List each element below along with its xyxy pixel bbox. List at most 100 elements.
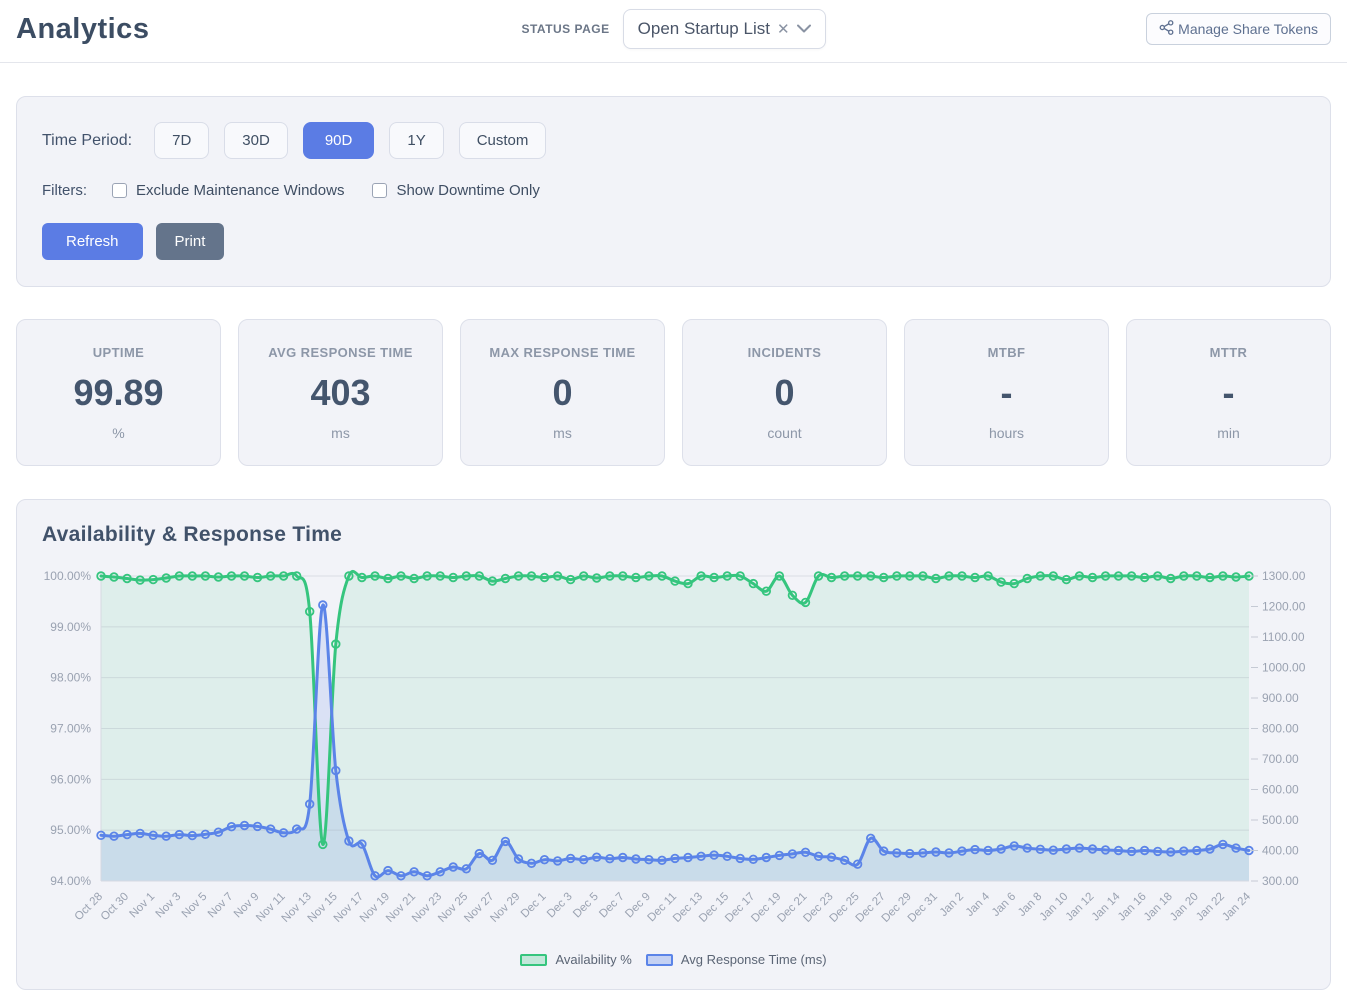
app-header: Analytics STATUS PAGE Open Startup List … — [0, 0, 1347, 63]
stat-unit: hours — [988, 425, 1025, 441]
checkbox-icon[interactable] — [372, 183, 388, 198]
legend-swatch-icon — [520, 953, 548, 966]
stat-unit: % — [112, 425, 125, 441]
svg-text:Nov 1: Nov 1 — [128, 891, 158, 921]
legend-item-1[interactable]: Avg Response Time (ms) — [645, 952, 827, 967]
svg-text:400.00: 400.00 — [1262, 844, 1299, 858]
checkbox-label: Show Downtime Only — [396, 182, 540, 199]
stat-label: MTBF — [987, 345, 1026, 360]
svg-text:Jan 10: Jan 10 — [1038, 891, 1071, 924]
status-page-selected-value: Open Startup List — [637, 19, 770, 38]
actions-row: Refresh Print — [42, 223, 1305, 260]
clear-selection-icon[interactable]: ✕ — [776, 20, 790, 38]
svg-text:Jan 4: Jan 4 — [964, 890, 993, 919]
stat-value: 0 — [552, 372, 573, 413]
stat-card-mtbf: MTBF - hours — [904, 319, 1109, 466]
stat-card-max-response-time: MAX RESPONSE TIME 0 ms — [460, 319, 665, 466]
stat-value: 403 — [310, 372, 371, 413]
filter-checkboxes: Exclude Maintenance Windows Show Downtime… — [112, 182, 568, 199]
axes — [100, 572, 1249, 882]
area-0 — [101, 571, 1249, 881]
left-axis-labels: 100.00% 99.00% 98.00% 97.00% 96.00% 95.00% 94.… — [44, 569, 92, 888]
svg-text:Jan 6: Jan 6 — [990, 891, 1018, 919]
time-period-buttons: 7D 30D 90D 1Y Custom — [154, 122, 561, 159]
svg-text:Dec 31: Dec 31 — [906, 891, 940, 925]
svg-text:Nov 7: Nov 7 — [206, 891, 236, 921]
svg-text:300.00: 300.00 — [1262, 874, 1299, 888]
svg-text:97.00%: 97.00% — [50, 722, 91, 736]
stat-unit: min — [1217, 425, 1240, 441]
print-button[interactable]: Print — [155, 223, 225, 260]
time-period-row: Time Period: 7D 30D 90D 1Y Custom — [42, 122, 1305, 159]
svg-text:96.00%: 96.00% — [50, 772, 91, 786]
legend-item-0[interactable]: Availability % — [520, 952, 632, 967]
svg-text:100.00%: 100.00% — [44, 569, 92, 583]
svg-text:94.00%: 94.00% — [50, 874, 91, 888]
stats-row: UPTIME 99.89% AVG RESPONSE TIME 403 ms MAX RE… — [16, 319, 1331, 466]
stat-value: 0 — [774, 372, 795, 413]
svg-text:Nov 29: Nov 29 — [488, 891, 522, 925]
refresh-button[interactable]: Refresh — [42, 223, 143, 260]
checkbox-label: Exclude Maintenance Windows — [136, 182, 345, 199]
stat-card-incidents: INCIDENTS 0 count — [682, 319, 887, 466]
time-period-button-7d[interactable]: 7D — [154, 122, 210, 159]
svg-text:1200.00: 1200.00 — [1262, 600, 1306, 614]
manage-share-tokens-button[interactable]: Manage Share Tokens — [1146, 13, 1331, 45]
stat-card-mttr: MTTR - min — [1126, 319, 1331, 466]
svg-text:98.00%: 98.00% — [50, 671, 91, 685]
svg-text:500.00: 500.00 — [1262, 813, 1299, 827]
right-axis-labels: 1300.00 1200.00 1100.00 1000.00 900.00 800.00… — [1251, 569, 1306, 888]
legend-label: Avg Response Time (ms) — [680, 952, 827, 967]
stat-value: - — [1222, 372, 1235, 413]
status-page-select[interactable]: Open Startup List ✕ — [622, 9, 826, 49]
checkbox-icon[interactable] — [112, 183, 127, 198]
filter-panel: Time Period: 7D 30D 90D 1Y Custom Filters: E… — [16, 96, 1331, 287]
header-right: Manage Share Tokens — [826, 13, 1331, 45]
svg-text:Dec 1: Dec 1 — [519, 891, 549, 921]
time-period-button-90d[interactable]: 90D — [302, 122, 375, 159]
stat-card-avg-response-time: AVG RESPONSE TIME 403 ms — [238, 319, 443, 466]
series-points-0[interactable] — [96, 571, 1254, 850]
svg-text:Jan 18: Jan 18 — [1142, 891, 1175, 924]
filter-checkbox-0[interactable]: Exclude Maintenance Windows — [112, 182, 344, 199]
svg-text:1100.00: 1100.00 — [1262, 630, 1305, 644]
chart-svg[interactable]: 100.00% 99.00% 98.00% 97.00% 96.00% 95.00% 94.… — [17, 559, 1331, 943]
svg-text:Dec 7: Dec 7 — [597, 891, 627, 921]
svg-text:Jan 24: Jan 24 — [1220, 890, 1253, 923]
time-period-label: Time Period: — [42, 131, 133, 149]
chart-legend: Availability % Avg Response Time (ms) — [17, 948, 1330, 977]
stat-label: UPTIME — [92, 345, 145, 360]
availability-response-chart[interactable]: 100.00% 99.00% 98.00% 97.00% 96.00% 95.00% 94.… — [17, 559, 1330, 948]
svg-text:600.00: 600.00 — [1262, 783, 1299, 797]
time-period-button-30d[interactable]: 30D — [224, 122, 288, 159]
filters-label: Filters: — [42, 182, 87, 199]
stat-label: INCIDENTS — [747, 345, 822, 360]
stat-unit: ms — [331, 425, 350, 441]
share-icon — [1159, 20, 1174, 38]
stat-value: 99.89 — [73, 372, 164, 413]
series-fills — [101, 571, 1249, 881]
svg-text:1300.00: 1300.00 — [1262, 569, 1306, 583]
legend-label: Availability % — [555, 952, 632, 967]
svg-text:Dec 5: Dec 5 — [571, 891, 601, 921]
time-period-button-1y[interactable]: 1Y — [389, 122, 444, 159]
svg-text:Jan 2: Jan 2 — [938, 891, 966, 919]
status-page-label: STATUS PAGE — [521, 22, 610, 36]
svg-text:Jan 20: Jan 20 — [1168, 891, 1201, 924]
svg-text:Nov 3: Nov 3 — [154, 891, 184, 921]
svg-text:Dec 3: Dec 3 — [545, 891, 575, 921]
chevron-down-icon[interactable] — [796, 20, 811, 38]
filter-checkbox-1[interactable]: Show Downtime Only — [372, 182, 540, 199]
stat-label: MTTR — [1209, 345, 1248, 360]
time-period-button-custom[interactable]: Custom — [458, 122, 547, 159]
stat-label: AVG RESPONSE TIME — [268, 345, 413, 360]
svg-text:99.00%: 99.00% — [50, 620, 91, 634]
manage-share-tokens-label: Manage Share Tokens — [1178, 21, 1318, 37]
svg-text:900.00: 900.00 — [1262, 691, 1299, 705]
chart-panel: Availability & Response Time 100.00% 99.0… — [16, 499, 1331, 990]
svg-text:Oct 28: Oct 28 — [73, 891, 105, 923]
series-points-1[interactable] — [96, 600, 1254, 881]
series-line-0 — [99, 570, 1251, 846]
svg-text:Jan 22: Jan 22 — [1194, 891, 1227, 924]
svg-text:Jan 16: Jan 16 — [1116, 891, 1149, 924]
